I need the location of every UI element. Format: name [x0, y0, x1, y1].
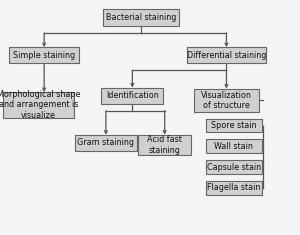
Text: Acid fast
staining: Acid fast staining — [147, 135, 182, 155]
FancyBboxPatch shape — [9, 47, 80, 63]
Text: Visualization
of structure: Visualization of structure — [201, 90, 252, 110]
Text: Simple staining: Simple staining — [13, 51, 75, 60]
Text: Capsule stain: Capsule stain — [207, 163, 261, 172]
FancyBboxPatch shape — [206, 160, 262, 174]
Text: Flagella stain: Flagella stain — [207, 183, 260, 192]
FancyBboxPatch shape — [206, 139, 262, 153]
FancyBboxPatch shape — [103, 9, 179, 26]
Text: Differential staining: Differential staining — [187, 51, 266, 60]
FancyBboxPatch shape — [206, 181, 262, 195]
FancyBboxPatch shape — [101, 88, 163, 104]
Text: Identification: Identification — [106, 91, 159, 100]
Text: Bacterial staining: Bacterial staining — [106, 13, 176, 22]
FancyBboxPatch shape — [75, 135, 137, 151]
FancyBboxPatch shape — [3, 92, 74, 118]
FancyBboxPatch shape — [194, 89, 259, 112]
FancyBboxPatch shape — [138, 135, 191, 156]
Text: Morphological shape
and arrangement is
visualize: Morphological shape and arrangement is v… — [0, 90, 80, 120]
FancyBboxPatch shape — [187, 47, 266, 63]
Text: Gram staining: Gram staining — [77, 138, 134, 147]
Text: Wall stain: Wall stain — [214, 142, 253, 151]
Text: Spore stain: Spore stain — [211, 121, 256, 130]
FancyBboxPatch shape — [206, 119, 262, 133]
